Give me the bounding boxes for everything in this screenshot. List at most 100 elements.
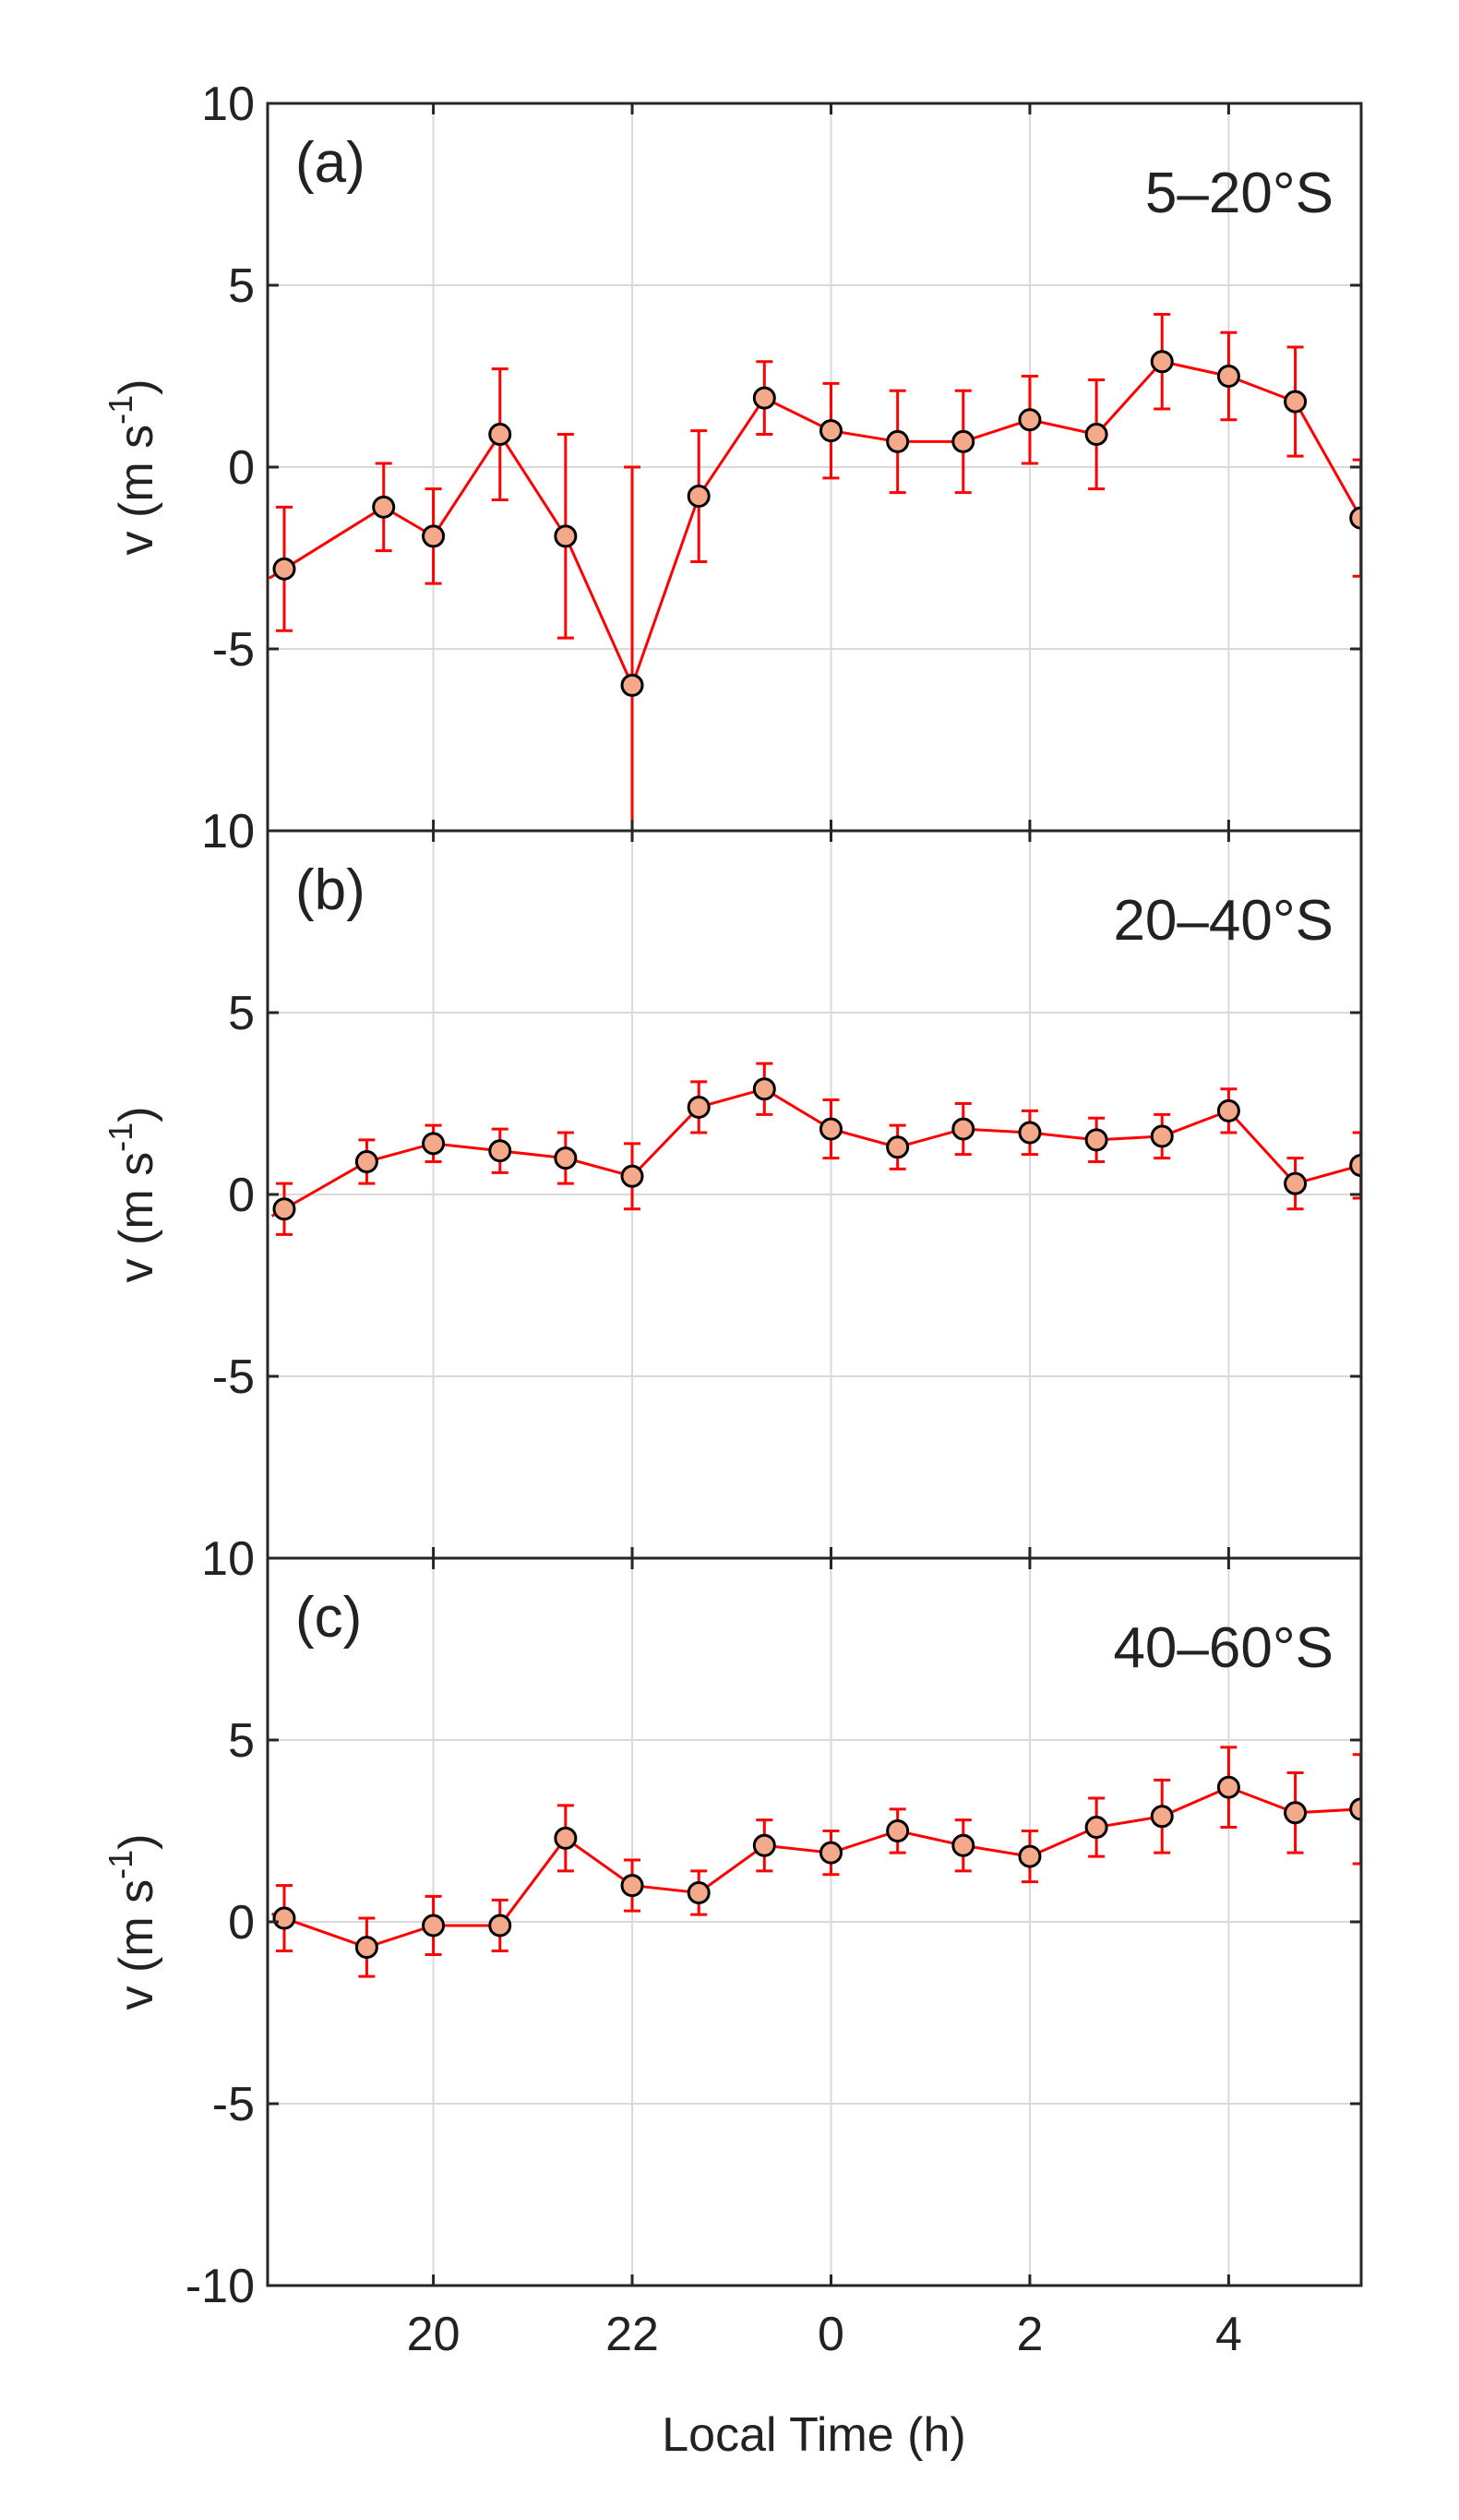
- panel-c-y-axis-label-exponent: -1: [102, 1850, 139, 1879]
- panel-c-data-point: [1018, 1844, 1042, 1868]
- panel-c-data-point: [752, 1833, 776, 1857]
- panel-a-data-point: [554, 524, 578, 548]
- panel-b-data-point: [488, 1139, 512, 1163]
- panel-b-label: (b): [295, 858, 365, 922]
- panel-b-data-point: [886, 1135, 910, 1159]
- panel-c-y-tick-label: 10: [201, 1532, 255, 1586]
- panel-a-data-point: [886, 429, 910, 453]
- panel-c-data-point: [272, 1906, 296, 1930]
- panel-a-y-tick-label: 10: [201, 78, 255, 131]
- x-tick-label: 0: [818, 2308, 844, 2361]
- panel-c-tick-labels: 10 5 0 -5 -10 20 22 0 2 4: [185, 1532, 1361, 2361]
- panel-a-data-point: [488, 423, 512, 447]
- panel-b-data-point: [272, 1197, 296, 1221]
- panel-c-data-point: [1284, 1801, 1308, 1825]
- panel-b-data-point: [554, 1146, 578, 1170]
- panel-c-data-point: [951, 1833, 975, 1857]
- panel-b: 10 5 0 -5 (b) 20–40°S v (m s-1): [102, 805, 1363, 1560]
- panel-c-y-axis-label-base: v (m s: [110, 1879, 163, 2010]
- panel-b-data: [270, 1062, 1361, 1236]
- panel-a-data-point: [1150, 350, 1174, 374]
- panel-a-y-tick-label: 0: [228, 441, 255, 495]
- panel-a-title: 5–20°S: [1145, 162, 1333, 225]
- panel-a-grid: [268, 103, 1361, 831]
- panel-a-data-point: [1018, 408, 1042, 432]
- panel-c-y-tick-label: 5: [228, 1714, 255, 1768]
- panel-b-data-point: [422, 1132, 446, 1156]
- panel-c-data-point: [687, 1880, 711, 1904]
- panel-c-data-point: [1084, 1816, 1108, 1840]
- panel-a-data-point: [1284, 390, 1308, 414]
- panel-b-data-point: [1084, 1128, 1108, 1152]
- panel-b-data-point: [354, 1150, 378, 1174]
- panel-c-data-point: [488, 1914, 512, 1938]
- panel-b-y-tick-label: 0: [228, 1169, 255, 1222]
- panel-a-data: [269, 313, 1361, 831]
- panel-a-y-tick-label: -5: [212, 623, 255, 677]
- panel-c-label: (c): [295, 1586, 362, 1650]
- panel-a-y-axis-label-base: v (m s: [110, 425, 163, 556]
- panel-c-grid: [268, 1558, 1361, 2286]
- panel-a-data-point: [687, 485, 711, 509]
- panel-b-y-axis-label-exponent: -1: [102, 1122, 139, 1152]
- panel-c-data-point: [422, 1914, 446, 1938]
- panel-a-y-tick-label: 5: [228, 259, 255, 313]
- panel-a-data-point: [752, 386, 776, 410]
- x-tick-label: 2: [1016, 2308, 1043, 2361]
- panel-a-y-axis-label-close: ): [110, 379, 163, 395]
- panel-a: 10 5 0 -5 10 (a) 5–20°S v (m s-1): [102, 78, 1363, 858]
- panel-a-y-axis-label-exponent: -1: [102, 395, 139, 425]
- panel-c-data-point: [620, 1874, 644, 1898]
- panel-b-grid: [268, 831, 1361, 1558]
- panel-c-data: [271, 1746, 1361, 1978]
- panel-b-y-tick-label: 10: [201, 805, 255, 858]
- panel-a-y-axis-label: v (m s-1): [102, 379, 163, 556]
- panel-c-data-point: [354, 1936, 378, 1960]
- panel-b-data-point: [951, 1117, 975, 1141]
- panel-c-data-point: [1216, 1775, 1240, 1799]
- panel-b-y-axis-label-close: ): [110, 1107, 163, 1122]
- panel-a-data-point: [272, 557, 296, 581]
- panel-a-data-point: [951, 429, 975, 453]
- panel-c-y-tick-label: -5: [212, 2078, 255, 2131]
- panel-b-y-tick-label: 5: [228, 987, 255, 1040]
- x-tick-label: 20: [407, 2308, 460, 2361]
- panel-c-data-point: [819, 1841, 843, 1865]
- panel-c-y-tick-label: 0: [228, 1896, 255, 1950]
- panel-b-data-point: [1216, 1098, 1240, 1122]
- panel-a-label: (a): [295, 131, 365, 195]
- x-tick-label: 22: [605, 2308, 659, 2361]
- x-axis-label: Local Time (h): [662, 2408, 965, 2462]
- panel-c-y-tick-label: -10: [185, 2260, 255, 2313]
- panel-b-data-point: [1284, 1171, 1308, 1195]
- panel-b-data-point: [1150, 1124, 1174, 1148]
- panel-b-y-axis-label: v (m s-1): [102, 1107, 163, 1283]
- panel-c: 10 5 0 -5 -10 20 22 0 2 4 (c) 40–60°S v (m s-1): [102, 1532, 1363, 2361]
- panel-c-title: 40–60°S: [1113, 1616, 1333, 1680]
- panel-b-tick-labels: 10 5 0 -5: [201, 805, 1361, 1560]
- panel-c-y-axis-label: v (m s-1): [102, 1834, 163, 2010]
- panel-a-data-point: [422, 524, 446, 548]
- panel-a-data-point: [1084, 423, 1108, 447]
- panel-a-data-point: [1216, 365, 1240, 388]
- panel-b-data-point: [819, 1117, 843, 1141]
- panel-b-title: 20–40°S: [1113, 889, 1333, 953]
- panel-c-data-point: [554, 1826, 578, 1850]
- panel-b-data-point: [687, 1095, 711, 1119]
- panel-a-tick-labels: 10 5 0 -5 10: [201, 78, 1361, 858]
- panel-b-data-point: [620, 1164, 644, 1188]
- panel-b-y-tick-label: -5: [212, 1350, 255, 1404]
- panel-b-y-axis-label-base: v (m s: [110, 1152, 163, 1283]
- panel-a-y-tick-label: 10: [201, 805, 255, 858]
- x-tick-label: 4: [1215, 2308, 1242, 2361]
- panel-b-data-point: [1018, 1121, 1042, 1145]
- panel-c-data-point: [1150, 1805, 1174, 1829]
- panel-c-y-axis-label-close: ): [110, 1834, 163, 1850]
- panel-c-data-point: [886, 1819, 910, 1842]
- panel-a-data-point: [620, 673, 644, 697]
- panel-a-data-point: [819, 419, 843, 443]
- panel-a-data-point: [372, 495, 396, 519]
- panel-b-data-point: [752, 1077, 776, 1101]
